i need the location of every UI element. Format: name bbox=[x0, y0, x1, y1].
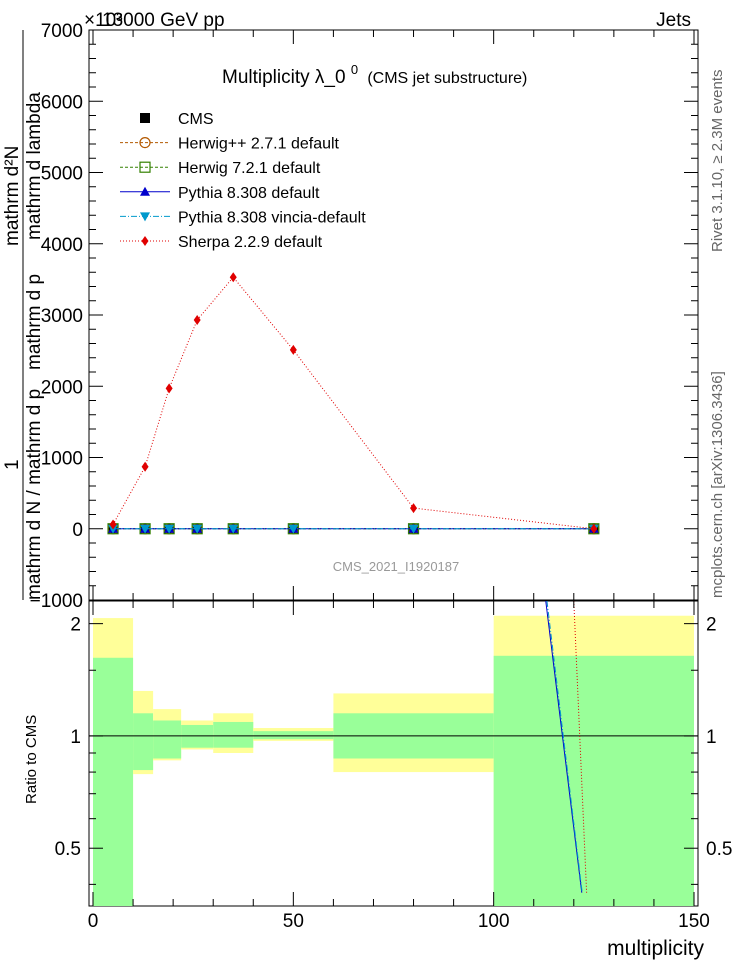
xtick-label: 50 bbox=[283, 911, 304, 932]
ratio-ytick-label-right: 0.5 bbox=[706, 839, 732, 860]
y-label-num: mathrm d²N bbox=[2, 146, 23, 246]
data-point-sherpa-2-2-9-default bbox=[165, 383, 173, 394]
legend-label-pythia-8-308-vincia-default: Pythia 8.308 vincia-default bbox=[178, 209, 366, 226]
header-energy: 13000 GeV pp bbox=[102, 10, 225, 31]
x-axis-label: multiplicity bbox=[607, 937, 704, 960]
xtick-label: 0 bbox=[88, 911, 99, 932]
title-subtitle: (CMS jet substructure) bbox=[367, 70, 527, 87]
legend-label-herwig-2-7-1-default: Herwig++ 2.7.1 default bbox=[178, 136, 340, 153]
legend-marker-herwig-7-2-1-default bbox=[139, 161, 151, 173]
upper-ytick-label: 1000 bbox=[41, 449, 83, 470]
data-point-pythia-8-308-vincia-default bbox=[164, 524, 175, 534]
data-point-sherpa-2-2-9-default bbox=[590, 523, 598, 534]
data-point-sherpa-2-2-9-default bbox=[193, 314, 201, 325]
ratio-ytick-label: 2 bbox=[70, 615, 81, 636]
upper-ytick-label: 6000 bbox=[41, 92, 83, 113]
ratio-band-green bbox=[253, 731, 334, 740]
ratio-band-green bbox=[93, 657, 134, 906]
upper-ytick-label: 3000 bbox=[41, 306, 83, 327]
upper-ytick-label: 2000 bbox=[41, 377, 83, 398]
data-point-sherpa-2-2-9-default bbox=[229, 272, 237, 283]
analysis-watermark: CMS_2021_I1920187 bbox=[333, 559, 460, 574]
upper-ytick-label: 7000 bbox=[41, 21, 83, 42]
upper-ticks: −1000 0 1000 2000 3000 4000 5000 6000 7000 bbox=[30, 21, 698, 612]
ratio-y-label: Ratio to CMS bbox=[23, 715, 40, 804]
data-point-pythia-8-308-vincia-default bbox=[140, 524, 151, 534]
upper-ytick-label: 5000 bbox=[41, 164, 83, 185]
xtick-label: 150 bbox=[678, 911, 710, 932]
rivet-label: Rivet 3.1.10, ≥ 2.3M events bbox=[709, 70, 726, 253]
ratio-bands bbox=[89, 615, 698, 906]
data-point-sherpa-2-2-9-default bbox=[289, 344, 297, 355]
ratio-ytick-label-right: 1 bbox=[706, 727, 717, 748]
legend-marker-sherpa-2-2-9-default bbox=[141, 236, 149, 246]
data-point-pythia-8-308-vincia-default bbox=[228, 524, 239, 534]
series-line-sherpa-2-2-9-default bbox=[112, 276, 594, 530]
ratio-lines bbox=[545, 600, 588, 893]
ratio-band-green bbox=[133, 713, 154, 771]
ratio-ytick-label-right: 2 bbox=[706, 615, 717, 636]
ratio-line-pythia-8-308-vincia-default bbox=[546, 600, 583, 893]
data-point-sherpa-2-2-9-default bbox=[109, 519, 117, 530]
data-point-pythia-8-308-vincia-default bbox=[288, 524, 299, 534]
ratio-band-green bbox=[493, 655, 694, 906]
upper-y-label: mathrm d²N mathrm d p mathrm d lambda 1 … bbox=[2, 30, 45, 600]
y-label-left2: mathrm d N / mathrm d p bbox=[24, 389, 45, 600]
ratio-ytick-label: 0.5 bbox=[55, 839, 81, 860]
y-label-den1: mathrm d p bbox=[24, 274, 45, 370]
ratio-plot-frame bbox=[88, 600, 699, 907]
y-exponent-label: ×10³ bbox=[84, 10, 123, 31]
legend-marker-pythia-8-308-vincia-default bbox=[140, 212, 150, 222]
data-point-sherpa-2-2-9-default bbox=[410, 503, 418, 514]
data-point-pythia-8-308-vincia-default bbox=[408, 524, 419, 534]
xtick-label: 100 bbox=[478, 911, 510, 932]
ratio-ytick-label: 1 bbox=[70, 727, 81, 748]
upper-ytick-label: −1000 bbox=[30, 591, 83, 612]
legend-label-sherpa-2-2-9-default: Sherpa 2.2.9 default bbox=[178, 234, 323, 251]
mcplots-label: mcplots.cern.ch [arXiv:1306.3436] bbox=[709, 371, 726, 598]
title-superscript: 0 bbox=[351, 62, 358, 77]
title-main: Multiplicity λ_0 bbox=[222, 67, 346, 88]
upper-ytick-label: 4000 bbox=[41, 235, 83, 256]
ratio-ticks: 0.5 0.5 1 1 2 2 0 50 100 150 bbox=[55, 601, 732, 932]
legend-label-pythia-8-308-default: Pythia 8.308 default bbox=[178, 185, 320, 202]
legend-marker-herwig-2-7-1-default bbox=[139, 137, 151, 149]
y-label-den2: mathrm d lambda bbox=[24, 92, 45, 240]
legend-marker-pythia-8-308-default bbox=[140, 186, 150, 196]
ratio-band-green bbox=[213, 721, 254, 748]
legend-label-cms: CMS bbox=[178, 111, 214, 128]
legend: CMS Herwig++ 2.7.1 default Herwig 7.2.1 de… bbox=[120, 111, 366, 251]
ratio-line-sherpa-2-2-9-default bbox=[573, 600, 588, 893]
header-topic: Jets bbox=[656, 10, 691, 31]
legend-marker-cms bbox=[140, 113, 150, 123]
data-point-pythia-8-308-vincia-default bbox=[192, 524, 203, 534]
ratio-band-green bbox=[153, 720, 182, 759]
ratio-line-pythia-8-308-default bbox=[545, 600, 583, 893]
upper-series bbox=[107, 272, 600, 535]
legend-label-herwig-7-2-1-default: Herwig 7.2.1 default bbox=[178, 160, 321, 177]
y-label-left1: 1 bbox=[2, 459, 23, 470]
chart-title: Multiplicity λ_0 0 (CMS jet substructure… bbox=[222, 58, 527, 88]
data-point-sherpa-2-2-9-default bbox=[141, 461, 149, 472]
upper-ytick-label: 0 bbox=[72, 520, 83, 541]
